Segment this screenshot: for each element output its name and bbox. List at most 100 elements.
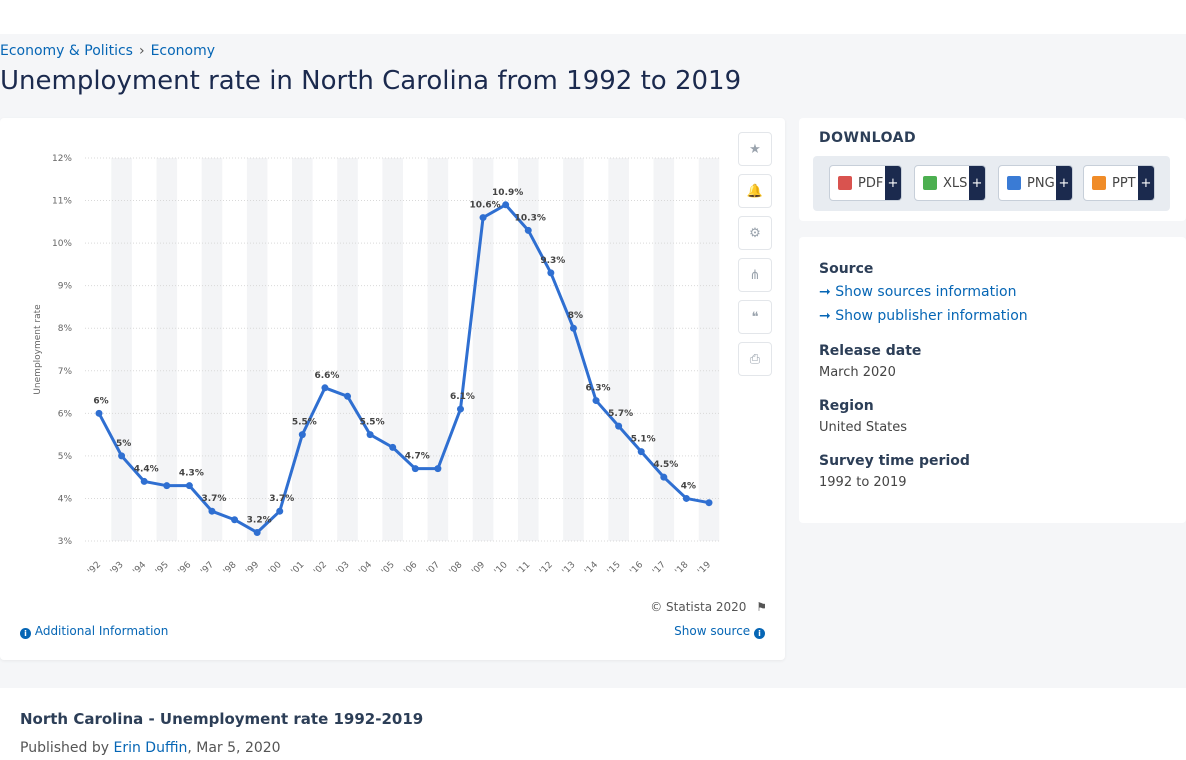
column-band [201,158,223,541]
data-point [95,409,103,417]
data-point [118,452,126,460]
x-tick-label: '92 [86,560,103,577]
description-card: North Carolina - Unemployment rate 1992-… [0,688,1186,760]
data-label: 6.6% [314,371,339,381]
share-button[interactable]: ⋔ [738,258,772,292]
column-band [563,158,584,541]
x-tick-label: '96 [177,560,194,577]
download-png-button[interactable]: PNG + [998,165,1073,201]
y-tick-label: 5% [58,452,73,462]
breadcrumb-item-economy-politics[interactable]: Economy & Politics [0,43,133,59]
author-link[interactable]: Erin Duffin [113,740,188,756]
download-ppt-button[interactable]: PPT + [1083,165,1155,201]
region-heading: Region [819,398,874,414]
description-title: North Carolina - Unemployment rate 1992-… [20,710,424,728]
cite-button[interactable]: ❝ [738,300,772,334]
copyright-notice: © Statista 2020 ⚑ [650,600,767,614]
data-label: 5.7% [608,409,633,419]
download-title: DOWNLOAD [819,130,917,146]
data-point [163,482,171,490]
share-icon: ⋔ [749,267,761,283]
additional-information-label: Additional Information [34,624,169,638]
data-point [231,516,239,524]
data-label: 6% [93,396,108,406]
copyright-text: © Statista 2020 [650,600,747,614]
data-label: 6.3% [586,384,611,394]
column-band [427,158,449,541]
data-label: 4.7% [405,452,430,462]
y-tick-label: 3% [58,537,73,547]
show-source-link[interactable]: Show source i [674,624,765,639]
data-point [547,269,555,277]
data-point [705,499,713,507]
download-ppt-label: PPT [1112,175,1136,191]
data-label: 8% [568,311,583,321]
data-label: 5.1% [631,435,656,445]
data-point [479,214,487,222]
x-tick-label: '04 [357,560,374,577]
plus-icon[interactable]: + [969,166,985,200]
download-xls-button[interactable]: XLS + [914,165,986,201]
print-button[interactable]: ⎙ [738,342,772,376]
plus-icon[interactable]: + [1056,166,1072,200]
data-label: 6.1% [450,392,475,402]
x-tick-label: '10 [493,560,510,577]
x-tick-label: '93 [109,560,126,577]
x-tick-label: '11 [515,560,532,577]
survey-period-heading: Survey time period [819,453,970,469]
ppt-file-icon [1092,176,1106,190]
settings-button[interactable]: ⚙ [738,216,772,250]
x-tick-label: '94 [131,560,148,577]
data-point [502,201,510,209]
data-label: 3.7% [269,494,294,504]
published-date: , Mar 5, 2020 [187,740,281,756]
statistic-details-card: Source ➞ Show sources information ➞ Show… [799,237,1186,523]
published-by: Published by Erin Duffin, Mar 5, 2020 [20,740,281,756]
data-point [253,528,261,536]
print-icon: ⎙ [749,351,761,367]
x-tick-label: '03 [335,560,352,577]
additional-information-link[interactable]: i Additional Information [20,624,168,639]
data-point [140,477,148,485]
data-point [389,443,397,451]
data-label: 4% [681,481,696,491]
data-point [185,482,193,490]
x-tick-label: '19 [696,560,713,577]
release-date-value: March 2020 [819,365,896,380]
download-pdf-button[interactable]: PDF + [829,165,902,201]
series-line [97,203,710,534]
survey-period-value: 1992 to 2019 [819,475,907,490]
data-point [637,448,645,456]
x-tick-label: '06 [402,560,419,577]
show-sources-link[interactable]: ➞ Show sources information [819,284,1016,300]
data-label: 9.3% [540,256,565,266]
column-band [111,158,132,541]
data-point [615,422,623,430]
breadcrumb-item-economy[interactable]: Economy [150,43,216,59]
data-point [411,465,419,473]
data-point [366,431,374,439]
y-tick-label: 10% [52,239,72,249]
column-band [698,158,720,541]
data-point [682,494,690,502]
y-axis-label: Unemployment rate [33,304,43,395]
data-label: 4.3% [179,469,204,479]
data-point [660,473,668,481]
bell-icon: 🔔 [746,183,764,199]
data-point [434,465,442,473]
arrow-right-icon: ➞ [819,308,831,324]
plus-icon[interactable]: + [1138,166,1154,200]
column-band [292,158,313,541]
download-png-label: PNG [1027,175,1055,191]
favorite-button[interactable]: ★ [738,132,772,166]
column-band [337,158,358,541]
pdf-file-icon [838,176,852,190]
data-point [298,431,306,439]
show-publisher-link[interactable]: ➞ Show publisher information [819,308,1028,324]
notification-button[interactable]: 🔔 [738,174,772,208]
download-xls-label: XLS [943,175,968,191]
plus-icon[interactable]: + [885,166,901,200]
flag-icon[interactable]: ⚑ [756,600,767,614]
data-point [592,397,600,405]
x-tick-label: '17 [651,560,668,577]
